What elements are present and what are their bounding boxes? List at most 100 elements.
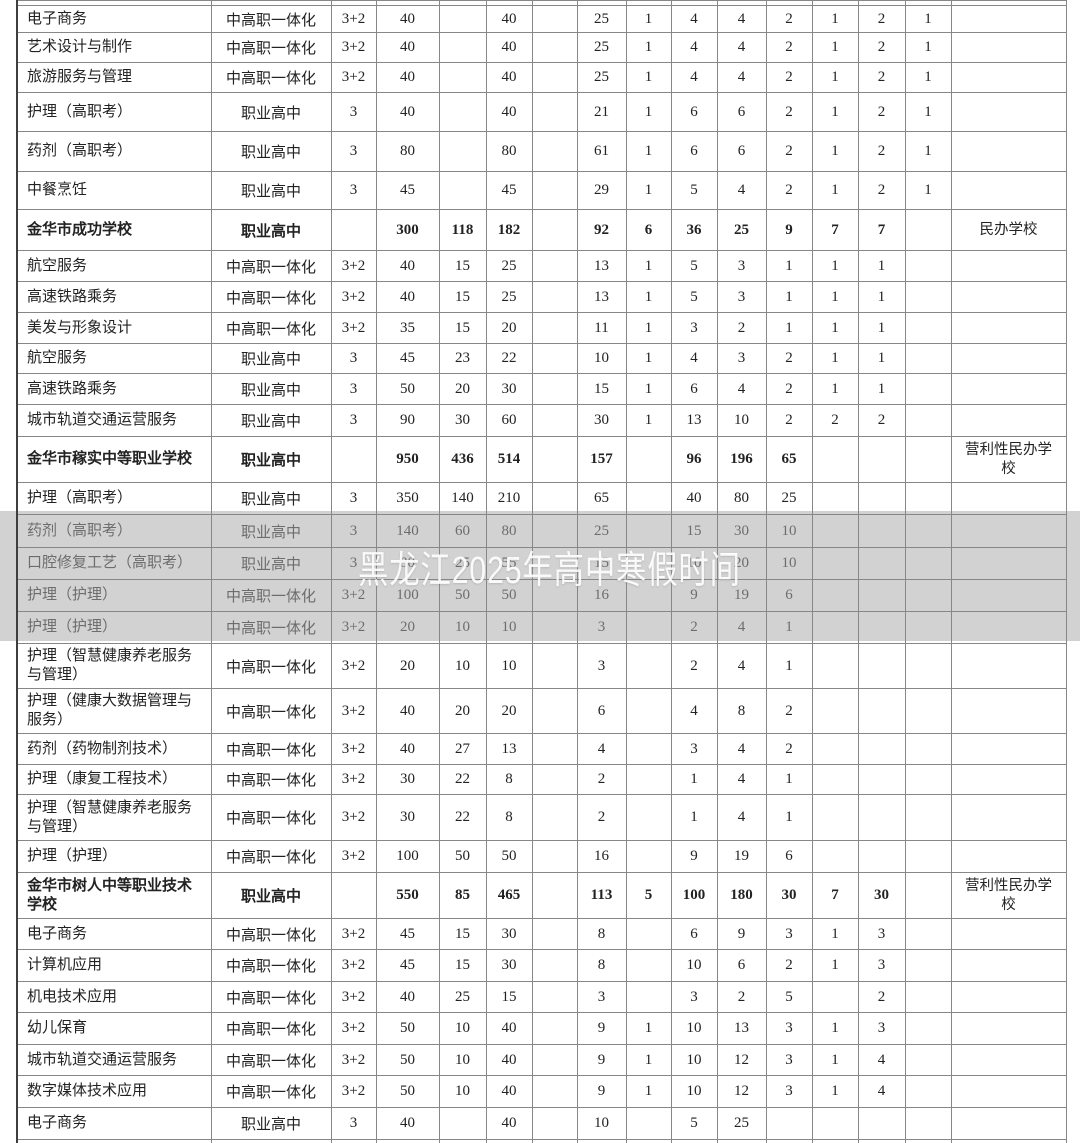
value-cell: 25: [485, 281, 533, 313]
value-cell: [531, 1075, 578, 1108]
value-cell: 196: [716, 436, 767, 483]
value-cell: [857, 764, 906, 795]
value-cell: 1: [811, 1075, 859, 1108]
value-cell: [904, 611, 952, 644]
remark-cell: [950, 1012, 1067, 1045]
duration-cell: 3+2: [330, 312, 377, 344]
value-cell: 40: [375, 5, 440, 33]
value-cell: [811, 840, 859, 873]
value-cell: 4: [670, 62, 718, 93]
value-cell: 2: [765, 373, 813, 405]
school-type-cell: 中高职一体化: [210, 1012, 332, 1045]
value-cell: [811, 764, 859, 795]
major-name-cell: 电子商务: [16, 5, 212, 33]
value-cell: 1: [765, 794, 813, 841]
value-cell: [531, 1012, 578, 1045]
major-name-cell: 金华市稼实中等职业学校: [16, 436, 212, 483]
school-type-cell: 职业高中: [210, 92, 332, 132]
value-cell: [904, 1075, 952, 1108]
value-cell: 50: [375, 1075, 440, 1108]
value-cell: 1: [670, 794, 718, 841]
table-row: 机电技术应用 中高职一体化 3+2 40 25 15 3 3 2 5 2: [16, 981, 1067, 1013]
value-cell: [531, 482, 578, 515]
remark-cell: [950, 840, 1067, 873]
duration-cell: 3+2: [330, 918, 377, 950]
enrollment-plan-table: 电子商务 中高职一体化 3+2 40 40 25 1 4 4 2 1 2 1 艺术设计与制作 中高职一体化 3…: [16, 0, 1067, 1143]
value-cell: 1: [904, 92, 952, 132]
value-cell: 4: [670, 343, 718, 374]
value-cell: 1: [811, 5, 859, 33]
major-name-cell: 航空服务: [16, 250, 212, 282]
value-cell: 5: [670, 1107, 718, 1140]
value-cell: [857, 794, 906, 841]
value-cell: 13: [576, 250, 627, 282]
value-cell: 6: [670, 131, 718, 172]
value-cell: 2: [765, 949, 813, 982]
value-cell: 40: [485, 5, 533, 33]
major-name-cell: 护理（康复工程技术）: [16, 764, 212, 795]
value-cell: 6: [716, 949, 767, 982]
school-total-row: 金华市成功学校 职业高中 300 118 182 92 6 36 25 9 7 7 民办学校: [16, 209, 1067, 251]
value-cell: 436: [438, 436, 487, 483]
value-cell: 2: [857, 404, 906, 437]
value-cell: [531, 436, 578, 483]
value-cell: 2: [765, 171, 813, 210]
value-cell: 25: [438, 981, 487, 1013]
value-cell: [625, 918, 672, 950]
remark-cell: [950, 1044, 1067, 1076]
school-type-cell: 中高职一体化: [210, 764, 332, 795]
value-cell: 19: [716, 579, 767, 612]
value-cell: 1: [857, 343, 906, 374]
school-type-cell: 中高职一体化: [210, 794, 332, 841]
value-cell: 50: [375, 1044, 440, 1076]
value-cell: [857, 436, 906, 483]
value-cell: 13: [485, 733, 533, 765]
value-cell: [904, 547, 952, 580]
table-row: 电子商务 职业高中 3 40 40 10 5 25: [16, 1107, 1067, 1140]
value-cell: 3: [670, 312, 718, 344]
duration-cell: 3+2: [330, 5, 377, 33]
value-cell: [625, 1107, 672, 1140]
remark-cell: [950, 343, 1067, 374]
value-cell: 1: [625, 373, 672, 405]
value-cell: 25: [485, 250, 533, 282]
value-cell: 1: [625, 171, 672, 210]
value-cell: 9: [765, 209, 813, 251]
value-cell: [811, 482, 859, 515]
value-cell: 1: [625, 32, 672, 63]
value-cell: 6: [670, 373, 718, 405]
value-cell: 4: [716, 5, 767, 33]
remark-cell: [950, 32, 1067, 63]
value-cell: 27: [438, 733, 487, 765]
value-cell: 1: [765, 312, 813, 344]
value-cell: [531, 1044, 578, 1076]
value-cell: 1: [765, 764, 813, 795]
value-cell: 40: [485, 1107, 533, 1140]
school-type-cell: 中高职一体化: [210, 1075, 332, 1108]
value-cell: 1: [625, 312, 672, 344]
value-cell: [811, 579, 859, 612]
value-cell: 85: [438, 872, 487, 919]
school-type-cell: 中高职一体化: [210, 1044, 332, 1076]
value-cell: [811, 733, 859, 765]
value-cell: 5: [670, 281, 718, 313]
value-cell: 1: [625, 62, 672, 93]
value-cell: 40: [375, 688, 440, 734]
table-row: 艺术设计与制作 中高职一体化 3+2 40 40 25 1 4 4 2 1 2 1: [16, 32, 1067, 63]
value-cell: 1: [625, 1012, 672, 1045]
remark-cell: [950, 1075, 1067, 1108]
value-cell: 60: [485, 404, 533, 437]
value-cell: 45: [375, 949, 440, 982]
value-cell: 2: [765, 62, 813, 93]
value-cell: [531, 92, 578, 132]
value-cell: [904, 281, 952, 313]
value-cell: 350: [375, 482, 440, 515]
value-cell: 4: [716, 764, 767, 795]
table-row: 护理（智慧健康养老服务与管理） 中高职一体化 3+2 30 22 8 2 1 4 1: [16, 794, 1067, 841]
value-cell: 40: [375, 32, 440, 63]
value-cell: [857, 547, 906, 580]
value-cell: 1: [625, 343, 672, 374]
value-cell: 50: [485, 840, 533, 873]
value-cell: 10: [485, 643, 533, 689]
value-cell: 4: [716, 733, 767, 765]
